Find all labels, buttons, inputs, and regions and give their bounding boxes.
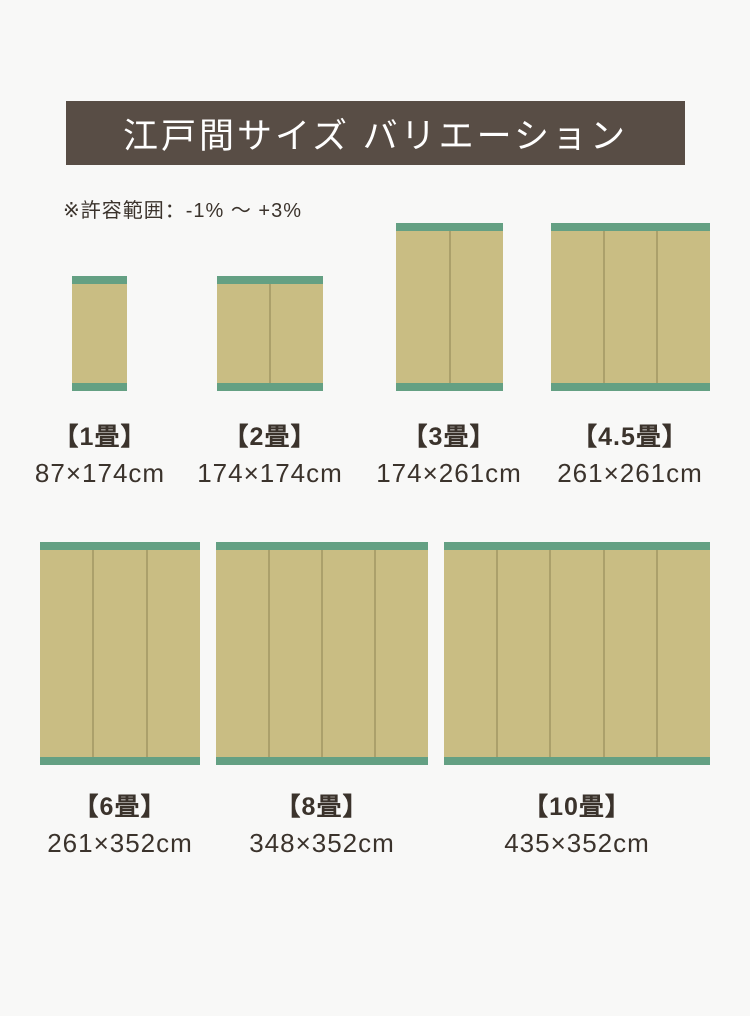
rug-border-top xyxy=(444,542,710,550)
rug-label-2jo: 【2畳】 174×174cm xyxy=(185,422,355,487)
rug-name: 【3畳】 xyxy=(402,423,496,451)
tolerance-note: ※許容範囲：-1% ～ +3% xyxy=(63,200,303,222)
rug-border-top xyxy=(396,223,503,231)
rug-illustration-1jo xyxy=(72,276,127,391)
rug-border-bottom xyxy=(217,383,323,391)
rug-size: 174×261cm xyxy=(376,458,522,488)
section-title: 江戸間サイズ バリエーション xyxy=(123,116,628,156)
rug-size: 261×261cm xyxy=(557,458,703,488)
rug-panel-divider xyxy=(655,550,658,757)
rug-name: 【1畳】 xyxy=(53,423,147,451)
rug-border-top xyxy=(72,276,127,284)
section-title-banner: 江戸間サイズ バリエーション xyxy=(66,101,685,165)
rug-size: 435×352cm xyxy=(504,828,650,858)
rug-label-10jo: 【10畳】 435×352cm xyxy=(477,792,677,857)
rug-border-top xyxy=(551,223,710,231)
rug-border-bottom xyxy=(396,383,503,391)
rug-panel-divider xyxy=(269,284,271,383)
rug-label-4-5jo: 【4.5畳】 261×261cm xyxy=(545,422,715,487)
rug-illustration-8jo xyxy=(216,542,428,765)
rug-label-8jo: 【8畳】 348×352cm xyxy=(222,792,422,857)
rug-panel-divider xyxy=(268,550,270,757)
rug-border-bottom xyxy=(40,757,200,765)
rug-label-6jo: 【6畳】 261×352cm xyxy=(20,792,220,857)
rug-label-3jo: 【3畳】 174×261cm xyxy=(364,422,534,487)
rug-label-1jo: 【1畳】 87×174cm xyxy=(15,422,185,487)
rug-border-top xyxy=(40,542,200,550)
rug-illustration-6jo xyxy=(40,542,200,765)
rug-panel-divider xyxy=(602,550,605,757)
rug-size: 261×352cm xyxy=(47,828,193,858)
rug-illustration-3jo xyxy=(396,223,503,391)
rug-border-bottom xyxy=(72,383,127,391)
rug-panel-divider xyxy=(549,550,552,757)
rug-size: 348×352cm xyxy=(249,828,395,858)
rug-panel-divider xyxy=(448,231,451,383)
rug-border-bottom xyxy=(216,757,428,765)
rug-size: 87×174cm xyxy=(34,458,166,488)
rug-illustration-4-5jo xyxy=(551,223,710,391)
rug-size: 174×174cm xyxy=(197,458,343,488)
rug-name: 【6畳】 xyxy=(73,793,167,821)
rug-panel-divider xyxy=(321,550,323,757)
rug-border-top xyxy=(217,276,323,284)
rug-border-bottom xyxy=(551,383,710,391)
rug-panel-divider xyxy=(603,231,605,383)
rug-panel-divider xyxy=(656,231,658,383)
rug-border-bottom xyxy=(444,757,710,765)
rug-name: 【8畳】 xyxy=(275,793,369,821)
rug-illustration-10jo xyxy=(444,542,710,765)
rug-name: 【4.5畳】 xyxy=(572,423,688,451)
rug-panel-divider xyxy=(145,550,148,757)
rug-panel-divider xyxy=(92,550,95,757)
rug-panel-divider xyxy=(496,550,499,757)
rug-border-top xyxy=(216,542,428,550)
rug-name: 【10畳】 xyxy=(523,793,631,821)
rug-panel-divider xyxy=(374,550,376,757)
rug-name: 【2畳】 xyxy=(223,423,317,451)
rug-illustration-2jo xyxy=(217,276,323,391)
